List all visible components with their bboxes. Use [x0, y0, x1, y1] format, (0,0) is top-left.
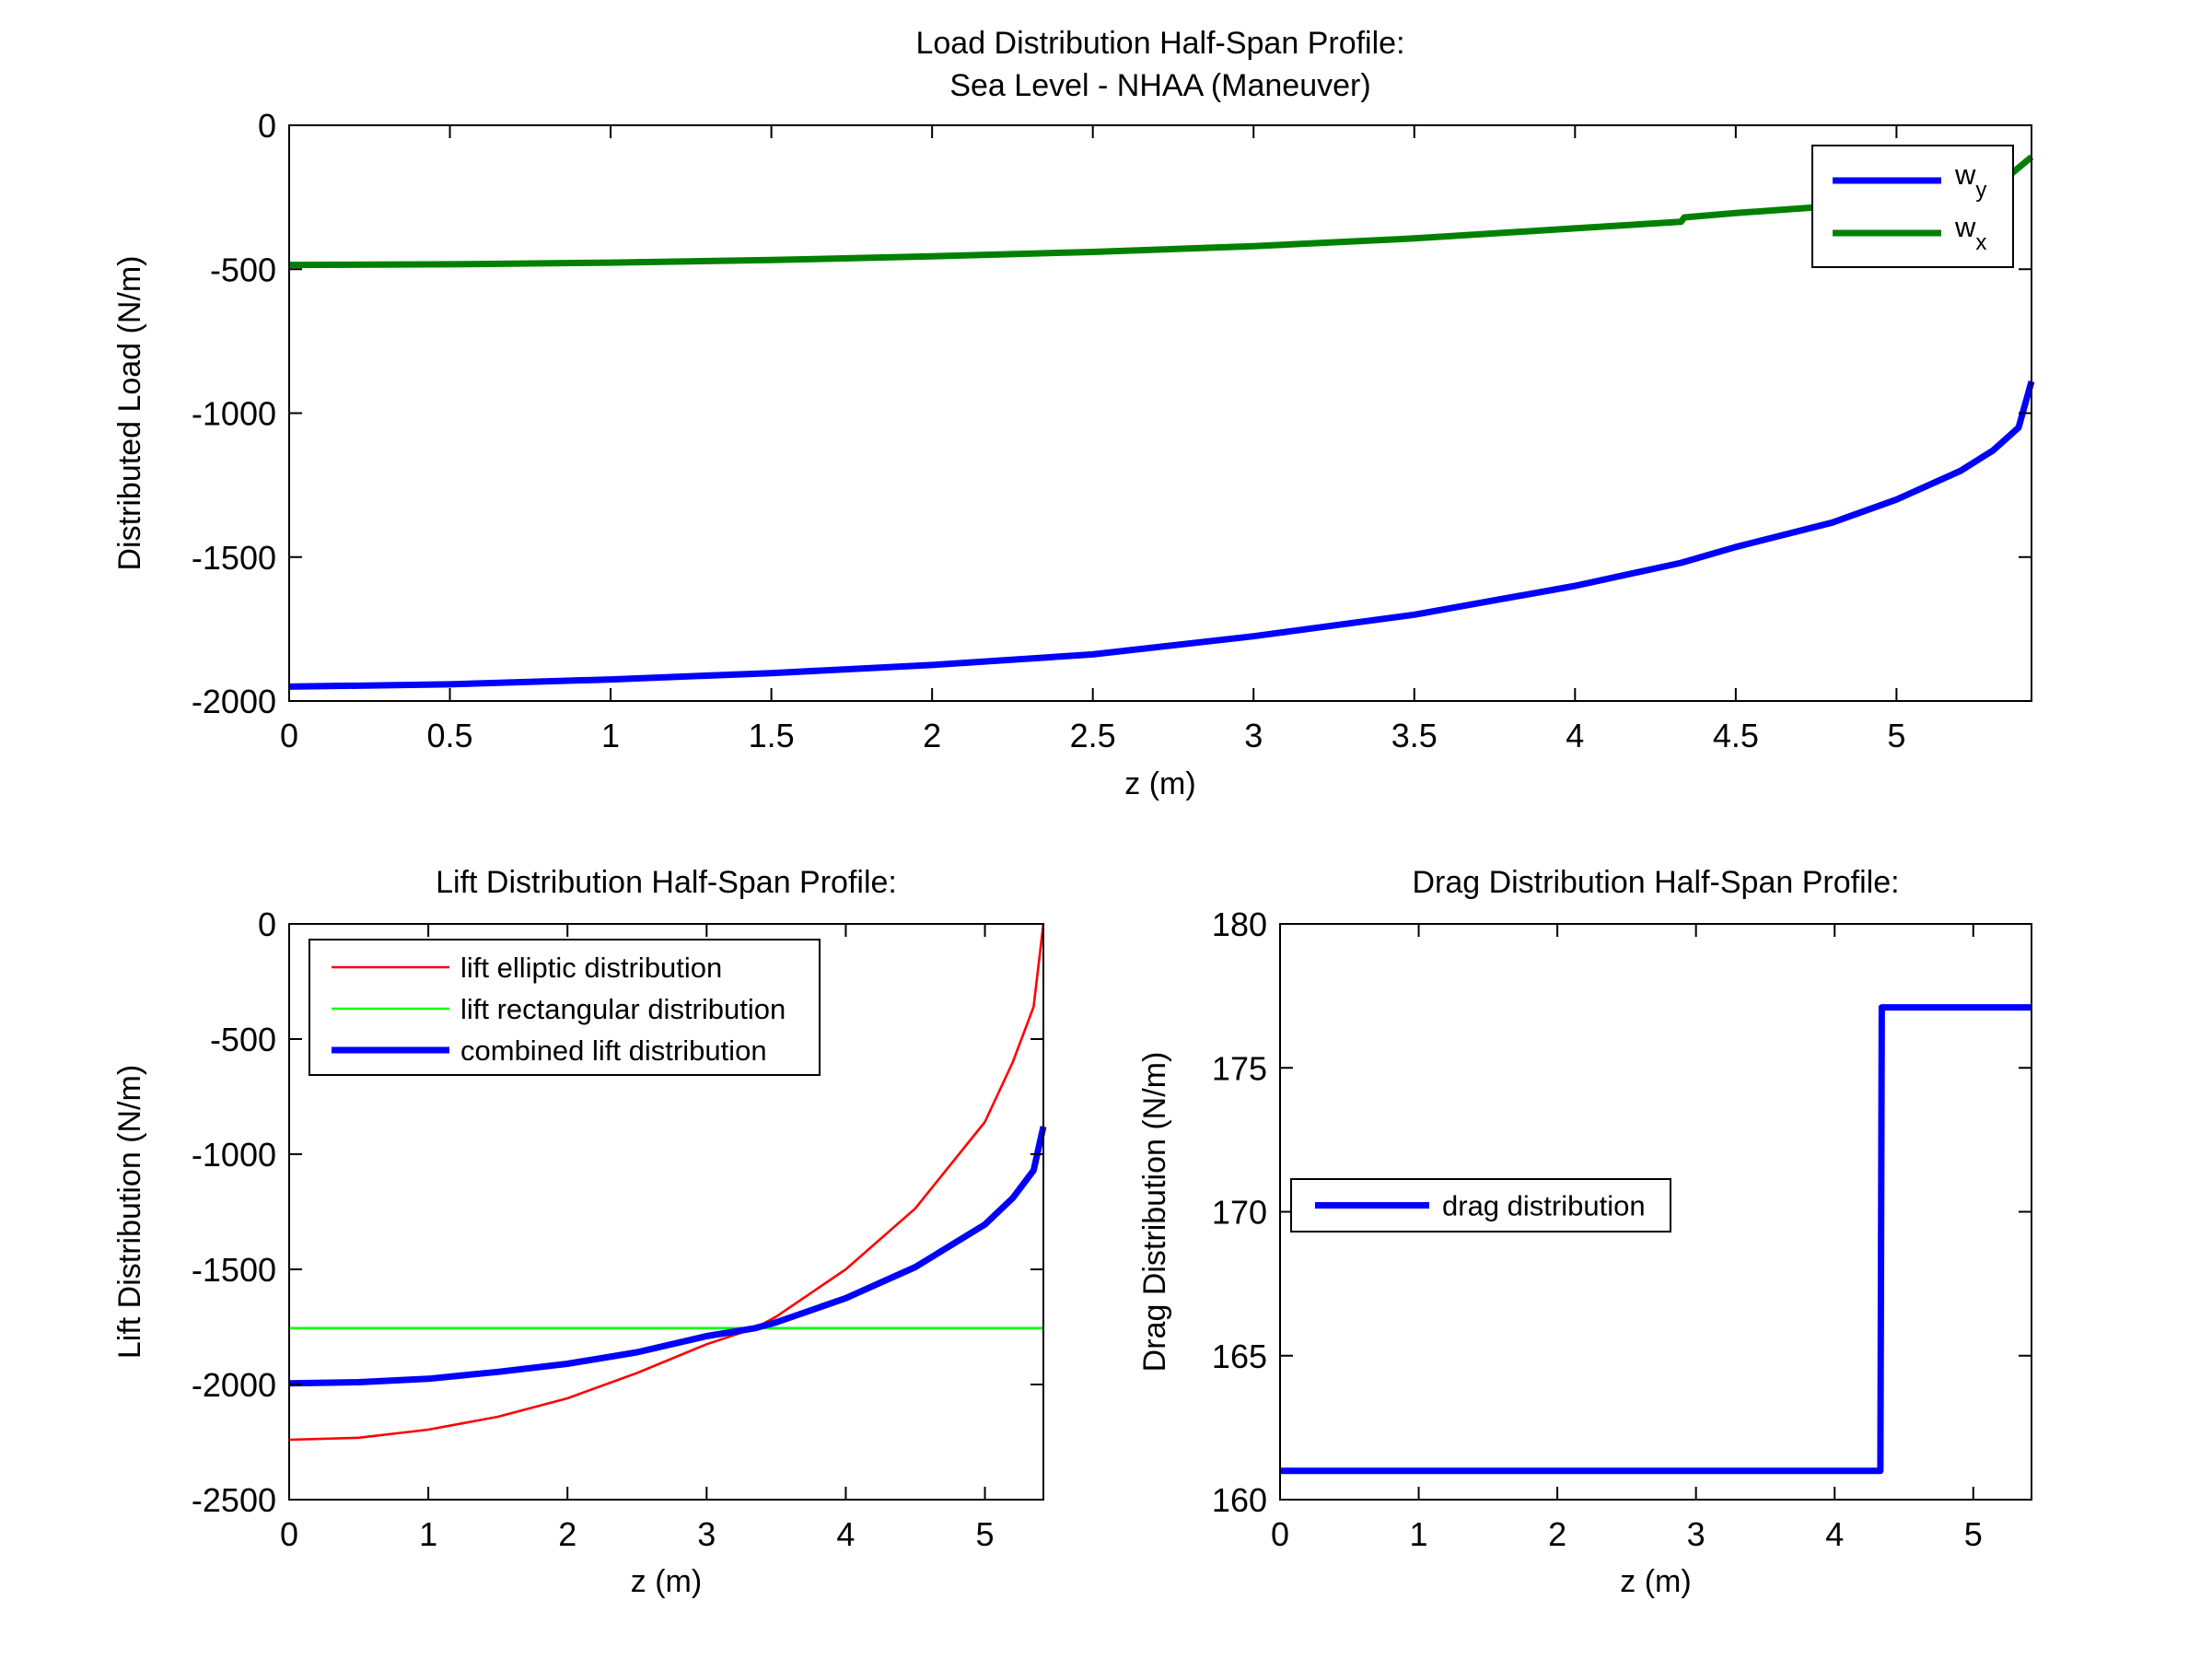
drag-y-tick-label: 170	[1212, 1194, 1267, 1232]
load-y-tick-label: -1500	[192, 539, 276, 577]
load-y-tick-label: -500	[210, 251, 276, 288]
lift-series-layer	[289, 923, 1047, 1442]
drag-y-tick-label: 165	[1212, 1338, 1267, 1375]
lift-legend-label-combined-lift-distribution: combined lift distribution	[460, 1034, 767, 1067]
drag-x-tick-label: 4	[1825, 1515, 1844, 1553]
load-x-tick-label: 3.5	[1391, 717, 1438, 754]
lift-chart-title: Lift Distribution Half-Span Profile:	[436, 865, 897, 900]
lift-legend: lift elliptic distribution lift rectangul…	[309, 939, 821, 1076]
load-chart-title: Sea Level - NHAA (Maneuver)	[949, 68, 1370, 103]
drag-chart: Drag Distribution Half-Span Profile: 0 1 2 3…	[1137, 865, 2032, 1599]
drag-y-tick-label: 175	[1212, 1049, 1267, 1087]
lift-y-tick-label: -2500	[192, 1481, 276, 1519]
lift-x-tick-label: 0	[280, 1515, 298, 1553]
lift-y-tick-label: -2000	[192, 1366, 276, 1404]
drag-x-tick-label: 3	[1687, 1515, 1706, 1553]
load-series-wy-line	[289, 380, 2035, 690]
lift-legend-label-lift-elliptic-distribution: lift elliptic distribution	[460, 952, 722, 984]
drag-y-tick-label: 180	[1212, 905, 1267, 943]
lift-chart: Lift Distribution Half-Span Profile: 0 1 2 3…	[112, 865, 1047, 1599]
lift-y-tick-label: 0	[258, 905, 276, 943]
load-x-tick-label: 2	[923, 717, 941, 754]
drag-x-tick-label: 1	[1410, 1515, 1428, 1553]
lift-x-tick-label: 1	[419, 1515, 437, 1553]
lift-y-tick-label: -1500	[192, 1251, 276, 1289]
load-x-tick-label: 5	[1887, 717, 1905, 754]
drag-series-drag-distribution-line	[1280, 1004, 2032, 1475]
drag-x-tick-label: 0	[1271, 1515, 1289, 1553]
load-x-tick-label: 4	[1566, 717, 1584, 754]
lift-legend-label-lift-rectangular-distribution: lift rectangular distribution	[460, 993, 786, 1025]
load-x-tick-label: 3	[1244, 717, 1263, 754]
load-x-tick-label: 1	[601, 717, 620, 754]
load-y-axis-label: Distributed Load (N/m)	[112, 255, 147, 570]
lift-x-tick-label: 4	[836, 1515, 855, 1553]
lift-y-tick-label: -500	[210, 1021, 276, 1058]
load-chart: Load Distribution Half-Span Profile: Sea …	[112, 26, 2035, 801]
load-x-tick-label: 1.5	[749, 717, 795, 754]
lift-series-combined-lift-distribution-line	[289, 1126, 1047, 1387]
load-legend-label-wy: wy	[1954, 158, 1986, 203]
load-x-tick-label: 0.5	[427, 717, 473, 754]
lift-x-tick-label: 5	[976, 1515, 995, 1553]
charts-layer: Load Distribution Half-Span Profile: Sea …	[112, 26, 2035, 1599]
drag-y-axis-label: Drag Distribution (N/m)	[1137, 1052, 1172, 1373]
lift-x-tick-label: 2	[558, 1515, 576, 1553]
drag-legend-label: drag distribution	[1442, 1190, 1646, 1222]
lift-x-axis-label: z (m)	[631, 1564, 702, 1599]
lift-x-tick-label: 3	[697, 1515, 716, 1553]
load-y-tick-label: -2000	[192, 683, 276, 720]
load-legend-box	[1811, 145, 2014, 268]
drag-x-axis-label: z (m)	[1620, 1564, 1691, 1599]
drag-y-tick-label: 160	[1212, 1481, 1267, 1519]
drag-x-tick-label: 5	[1964, 1515, 1983, 1553]
load-x-axis-label: z (m)	[1124, 766, 1195, 801]
lift-y-tick-label: -1000	[192, 1136, 276, 1174]
drag-series-layer	[1280, 1004, 2032, 1475]
lift-y-axis-label: Lift Distribution (N/m)	[112, 1065, 147, 1359]
load-chart-title: Load Distribution Half-Span Profile:	[915, 26, 1404, 61]
load-legend-label-wx: wx	[1954, 211, 1986, 255]
load-y-tick-label: 0	[258, 107, 276, 145]
lift-plot-frame	[288, 923, 1044, 1501]
load-x-tick-label: 2.5	[1070, 717, 1116, 754]
load-y-tick-label: -1000	[192, 395, 276, 433]
drag-chart-title: Drag Distribution Half-Span Profile:	[1412, 865, 1899, 900]
load-x-tick-label: 4.5	[1713, 717, 1759, 754]
load-x-tick-label: 0	[280, 717, 298, 754]
drag-legend: drag distribution	[1290, 1178, 1671, 1233]
load-legend: wy wx	[1811, 145, 2014, 268]
drag-x-tick-label: 2	[1548, 1515, 1566, 1553]
